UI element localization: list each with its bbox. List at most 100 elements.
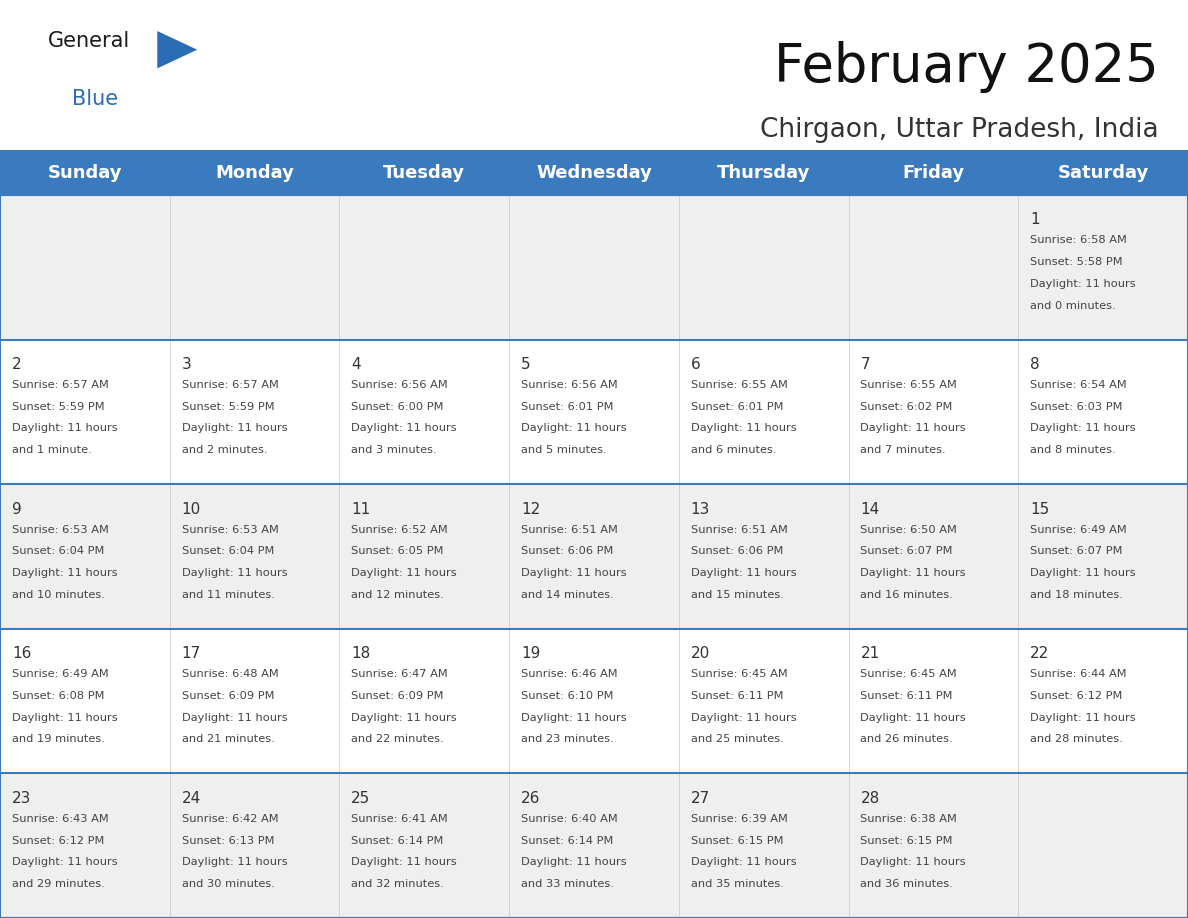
Text: Sunrise: 6:55 AM: Sunrise: 6:55 AM [860, 380, 958, 390]
Text: 8: 8 [1030, 357, 1040, 372]
Text: Sunset: 6:15 PM: Sunset: 6:15 PM [860, 835, 953, 845]
Text: 17: 17 [182, 646, 201, 661]
Text: Daylight: 11 hours: Daylight: 11 hours [12, 857, 118, 868]
Bar [170, 195, 340, 340]
Bar [1018, 629, 1188, 773]
Text: Daylight: 11 hours: Daylight: 11 hours [352, 712, 457, 722]
Text: 9: 9 [12, 501, 21, 517]
Bar [1018, 195, 1188, 340]
Text: Daylight: 11 hours: Daylight: 11 hours [860, 423, 966, 433]
Text: Sunrise: 6:40 AM: Sunrise: 6:40 AM [522, 814, 618, 823]
Text: Sunset: 6:07 PM: Sunset: 6:07 PM [860, 546, 953, 556]
Text: Sunrise: 6:53 AM: Sunrise: 6:53 AM [12, 525, 109, 534]
Text: Daylight: 11 hours: Daylight: 11 hours [12, 568, 118, 578]
Text: Sunrise: 6:38 AM: Sunrise: 6:38 AM [860, 814, 958, 823]
Text: 22: 22 [1030, 646, 1049, 661]
Text: Daylight: 11 hours: Daylight: 11 hours [182, 857, 287, 868]
Bar [1018, 773, 1188, 918]
Text: Daylight: 11 hours: Daylight: 11 hours [690, 568, 796, 578]
Text: and 35 minutes.: and 35 minutes. [690, 879, 784, 889]
Bar [510, 629, 678, 773]
Text: Daylight: 11 hours: Daylight: 11 hours [1030, 279, 1136, 289]
Text: and 21 minutes.: and 21 minutes. [182, 734, 274, 744]
Text: Sunset: 6:06 PM: Sunset: 6:06 PM [690, 546, 783, 556]
Bar [170, 773, 340, 918]
Text: 10: 10 [182, 501, 201, 517]
Text: Daylight: 11 hours: Daylight: 11 hours [522, 568, 626, 578]
Text: 1: 1 [1030, 212, 1040, 228]
Text: 27: 27 [690, 790, 710, 806]
Text: Sunrise: 6:41 AM: Sunrise: 6:41 AM [352, 814, 448, 823]
Bar [678, 773, 848, 918]
Text: Daylight: 11 hours: Daylight: 11 hours [182, 568, 287, 578]
Text: Sunset: 6:11 PM: Sunset: 6:11 PM [690, 691, 783, 701]
Bar [510, 484, 678, 629]
Text: Sunset: 6:11 PM: Sunset: 6:11 PM [860, 691, 953, 701]
Text: Sunrise: 6:46 AM: Sunrise: 6:46 AM [522, 669, 618, 679]
Text: Daylight: 11 hours: Daylight: 11 hours [352, 857, 457, 868]
Text: 19: 19 [522, 646, 541, 661]
Text: Daylight: 11 hours: Daylight: 11 hours [12, 712, 118, 722]
Bar [340, 773, 510, 918]
Bar [340, 484, 510, 629]
Text: Sunset: 6:03 PM: Sunset: 6:03 PM [1030, 402, 1123, 412]
Text: 23: 23 [12, 790, 31, 806]
Text: Sunrise: 6:42 AM: Sunrise: 6:42 AM [182, 814, 278, 823]
Bar [340, 195, 510, 340]
Text: Sunrise: 6:45 AM: Sunrise: 6:45 AM [690, 669, 788, 679]
Text: Sunrise: 6:39 AM: Sunrise: 6:39 AM [690, 814, 788, 823]
Text: and 5 minutes.: and 5 minutes. [522, 445, 607, 455]
Text: 24: 24 [182, 790, 201, 806]
Text: Sunrise: 6:49 AM: Sunrise: 6:49 AM [1030, 525, 1127, 534]
Text: 21: 21 [860, 646, 879, 661]
Text: Sunset: 6:01 PM: Sunset: 6:01 PM [522, 402, 613, 412]
Text: Sunset: 6:00 PM: Sunset: 6:00 PM [352, 402, 444, 412]
Text: Daylight: 11 hours: Daylight: 11 hours [352, 423, 457, 433]
Bar [848, 484, 1018, 629]
Text: Daylight: 11 hours: Daylight: 11 hours [352, 568, 457, 578]
Text: 20: 20 [690, 646, 710, 661]
Text: Daylight: 11 hours: Daylight: 11 hours [522, 857, 626, 868]
Text: and 30 minutes.: and 30 minutes. [182, 879, 274, 889]
Text: Daylight: 11 hours: Daylight: 11 hours [522, 712, 626, 722]
Text: Sunset: 6:13 PM: Sunset: 6:13 PM [182, 835, 274, 845]
Text: 14: 14 [860, 501, 879, 517]
Bar [170, 484, 340, 629]
Text: Daylight: 11 hours: Daylight: 11 hours [1030, 423, 1136, 433]
Text: and 8 minutes.: and 8 minutes. [1030, 445, 1116, 455]
Text: 18: 18 [352, 646, 371, 661]
Text: and 7 minutes.: and 7 minutes. [860, 445, 946, 455]
Text: Sunset: 6:08 PM: Sunset: 6:08 PM [12, 691, 105, 701]
Text: Sunrise: 6:55 AM: Sunrise: 6:55 AM [690, 380, 788, 390]
Text: Sunset: 5:59 PM: Sunset: 5:59 PM [12, 402, 105, 412]
Text: and 15 minutes.: and 15 minutes. [690, 589, 784, 599]
Text: Sunset: 6:05 PM: Sunset: 6:05 PM [352, 546, 444, 556]
Text: Daylight: 11 hours: Daylight: 11 hours [690, 857, 796, 868]
Text: 26: 26 [522, 790, 541, 806]
Text: Tuesday: Tuesday [384, 163, 466, 182]
Bar [1018, 340, 1188, 484]
Text: Chirgaon, Uttar Pradesh, India: Chirgaon, Uttar Pradesh, India [759, 117, 1158, 142]
Text: Sunset: 6:04 PM: Sunset: 6:04 PM [182, 546, 274, 556]
Text: 4: 4 [352, 357, 361, 372]
Text: and 29 minutes.: and 29 minutes. [12, 879, 105, 889]
Text: Sunrise: 6:49 AM: Sunrise: 6:49 AM [12, 669, 108, 679]
Text: 6: 6 [690, 357, 701, 372]
Text: Sunset: 6:07 PM: Sunset: 6:07 PM [1030, 546, 1123, 556]
Text: Daylight: 11 hours: Daylight: 11 hours [1030, 568, 1136, 578]
Text: Saturday: Saturday [1057, 163, 1149, 182]
Text: and 36 minutes.: and 36 minutes. [860, 879, 953, 889]
Text: Sunrise: 6:52 AM: Sunrise: 6:52 AM [352, 525, 448, 534]
Text: February 2025: February 2025 [773, 41, 1158, 94]
Text: Sunrise: 6:43 AM: Sunrise: 6:43 AM [12, 814, 108, 823]
Bar [0, 629, 170, 773]
Text: Sunrise: 6:57 AM: Sunrise: 6:57 AM [182, 380, 278, 390]
Text: Sunrise: 6:51 AM: Sunrise: 6:51 AM [690, 525, 788, 534]
Text: 3: 3 [182, 357, 191, 372]
Text: General: General [48, 31, 129, 51]
Text: 13: 13 [690, 501, 710, 517]
Text: Wednesday: Wednesday [536, 163, 652, 182]
Text: 11: 11 [352, 501, 371, 517]
Text: and 0 minutes.: and 0 minutes. [1030, 300, 1116, 310]
Bar [678, 629, 848, 773]
